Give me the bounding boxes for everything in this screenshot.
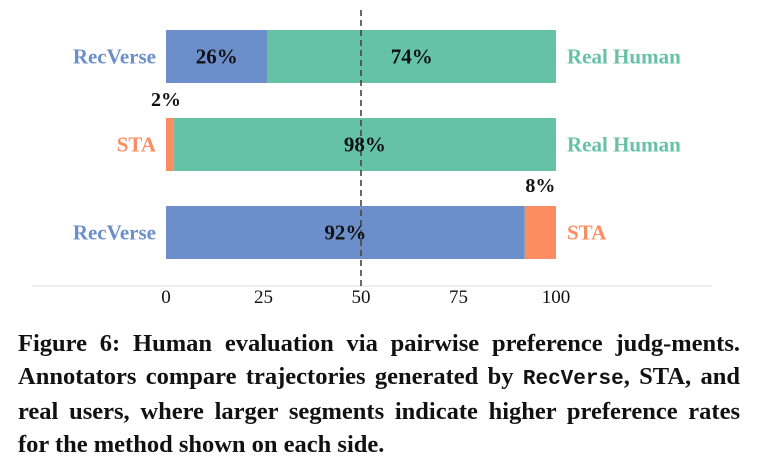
x-tick-50: 50 — [352, 287, 371, 308]
bar-labels: RecVerse Real Human 26% 74% STA Real Human 2% 9… — [73, 45, 681, 245]
caption-code: RecVerse — [522, 367, 624, 391]
row-label-right-1: Real Human — [567, 45, 681, 69]
x-tick-25: 25 — [254, 287, 273, 308]
value-label-right-2: 98% — [344, 133, 386, 157]
bars-layer — [166, 30, 557, 259]
bar-left-3 — [166, 206, 525, 259]
x-ticks: 0 25 50 75 100 — [161, 287, 570, 308]
figure-caption: Figure 6: Human evaluation via pairwise … — [18, 328, 740, 461]
row-label-left-2: STA — [117, 133, 157, 157]
caption-prefix: Figure 6: Human evaluation via pairwise … — [18, 330, 740, 390]
value-label-left-3: 92% — [324, 221, 366, 245]
value-label-left-1: 26% — [196, 45, 238, 69]
value-label-right-1: 74% — [391, 45, 433, 69]
bar-right-3 — [524, 206, 556, 259]
caption-suffix: , STA, and real users, where larger segm… — [18, 362, 741, 458]
row-label-left-3: RecVerse — [73, 221, 156, 245]
x-tick-0: 0 — [161, 287, 171, 308]
bar-right-1 — [267, 30, 556, 83]
row-label-right-3: STA — [567, 221, 607, 245]
bar-left-2 — [166, 118, 174, 171]
bar-left-1 — [166, 30, 268, 83]
value-label-right-3: 8% — [525, 175, 555, 197]
bar-right-2 — [173, 118, 557, 171]
row-label-right-2: Real Human — [567, 133, 681, 157]
row-label-left-1: RecVerse — [73, 45, 156, 69]
value-label-left-2: 2% — [151, 89, 181, 111]
x-tick-100: 100 — [542, 287, 571, 308]
x-tick-75: 75 — [449, 287, 468, 308]
